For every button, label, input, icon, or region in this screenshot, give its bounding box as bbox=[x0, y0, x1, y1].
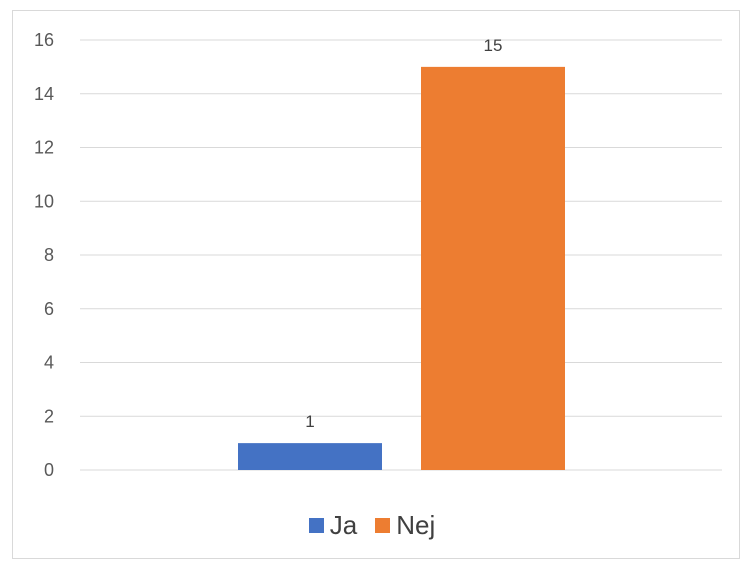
legend: Ja Nej bbox=[0, 510, 744, 541]
y-tick-label: 8 bbox=[44, 245, 54, 265]
y-tick-label: 4 bbox=[44, 353, 54, 373]
y-tick-label: 10 bbox=[34, 191, 54, 211]
legend-label-ja: Ja bbox=[329, 510, 358, 540]
data-label-nej: 15 bbox=[484, 36, 503, 55]
y-tick-label: 14 bbox=[34, 84, 54, 104]
y-tick-label: 0 bbox=[44, 460, 54, 480]
legend-item-nej: Nej bbox=[375, 510, 435, 541]
bar-ja bbox=[238, 443, 382, 470]
bar-nej bbox=[421, 66, 565, 470]
data-label-ja: 1 bbox=[305, 412, 314, 431]
legend-swatch-ja bbox=[308, 518, 324, 533]
y-tick-label: 16 bbox=[34, 30, 54, 50]
legend-label-nej: Nej bbox=[396, 510, 436, 540]
y-tick-label: 2 bbox=[44, 406, 54, 426]
legend-item-ja: Ja bbox=[308, 510, 358, 541]
legend-swatch-nej bbox=[375, 518, 391, 533]
y-tick-label: 6 bbox=[44, 299, 54, 319]
y-tick-label: 12 bbox=[34, 138, 54, 158]
